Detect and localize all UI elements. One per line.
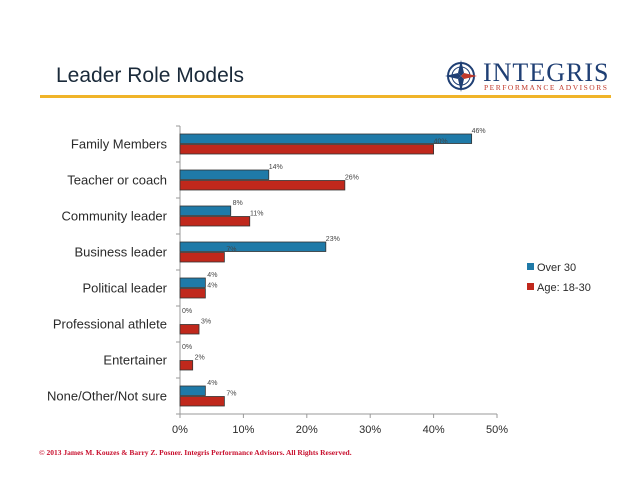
integris-logo: INTEGRIS PERFORMANCE ADVISORS	[443, 58, 608, 94]
title-divider	[40, 95, 611, 98]
bar-age-18-30	[179, 144, 435, 155]
data-label: 14%	[269, 164, 283, 171]
category-label: Teacher or coach	[67, 173, 167, 188]
data-label: 46%	[472, 128, 486, 135]
bar-age-18-30	[179, 252, 225, 263]
category-label: Political leader	[82, 281, 167, 296]
x-tick-label: 30%	[359, 424, 381, 436]
x-tick-label: 20%	[296, 424, 318, 436]
x-tick-label: 10%	[232, 424, 254, 436]
data-label: 7%	[226, 391, 236, 398]
bar-age-18-30	[179, 360, 194, 371]
data-label: 4%	[207, 272, 217, 279]
logo-tagline: PERFORMANCE ADVISORS	[484, 83, 609, 92]
data-label: 11%	[250, 211, 264, 218]
compass-icon	[445, 60, 477, 92]
bar-age-18-30	[179, 180, 346, 191]
category-label: Family Members	[71, 137, 168, 152]
page-title: Leader Role Models	[56, 64, 244, 87]
logo-wordmark: INTEGRIS	[483, 58, 610, 87]
data-label: 8%	[233, 200, 243, 207]
data-label: 4%	[207, 380, 217, 387]
x-tick-label: 50%	[486, 424, 508, 436]
category-label: Entertainer	[103, 353, 167, 368]
data-label: 40%	[434, 139, 448, 146]
copyright-footer: © 2013 James M. Kouzes & Barry Z. Posner…	[39, 448, 352, 457]
bar-age-18-30	[179, 324, 200, 335]
legend-label: Over 30	[537, 262, 576, 274]
bar-over-30	[179, 241, 327, 252]
legend-label: Age: 18-30	[537, 282, 591, 294]
legend-swatch	[527, 283, 534, 290]
category-label: Community leader	[62, 209, 168, 224]
category-label: Business leader	[75, 245, 168, 260]
data-label: 3%	[201, 319, 211, 326]
data-label: 2%	[195, 355, 205, 362]
data-label: 23%	[326, 236, 340, 243]
bar-over-30	[179, 169, 270, 180]
category-label: None/Other/Not sure	[47, 389, 167, 404]
bar-age-18-30	[179, 396, 225, 407]
data-label: 0%	[182, 308, 192, 315]
bar-over-30	[179, 277, 206, 288]
data-label: 26%	[345, 175, 359, 182]
data-label: 7%	[226, 247, 236, 254]
data-label: 4%	[207, 283, 217, 290]
bar-over-30	[179, 205, 232, 216]
bar-age-18-30	[179, 216, 251, 227]
bar-age-18-30	[179, 288, 206, 299]
legend-swatch	[527, 263, 534, 270]
data-label: 0%	[182, 344, 192, 351]
x-tick-label: 0%	[172, 424, 188, 436]
bar-over-30	[179, 133, 473, 144]
category-label: Professional athlete	[53, 317, 167, 332]
x-tick-label: 40%	[423, 424, 445, 436]
bar-over-30	[179, 385, 206, 396]
